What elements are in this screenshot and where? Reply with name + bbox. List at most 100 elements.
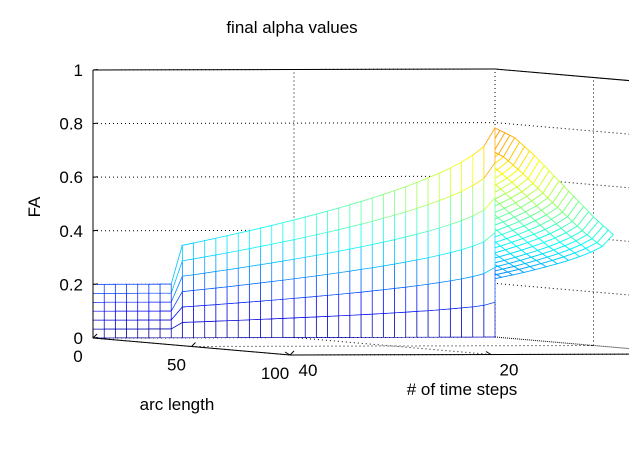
surface-skirt xyxy=(204,287,217,306)
surface-skirt xyxy=(349,201,362,228)
grid-line xyxy=(92,336,629,350)
surface-skirt xyxy=(449,220,462,254)
surface-skirt xyxy=(371,194,384,222)
surface-skirt xyxy=(114,283,127,294)
x-axis-label: arc length xyxy=(140,395,215,414)
surface-skirt xyxy=(260,281,273,302)
surface-skirt xyxy=(193,256,206,276)
surface-skirt xyxy=(360,220,373,248)
surface-skirt xyxy=(159,328,172,339)
surface-skirt xyxy=(371,313,384,338)
surface-skirt xyxy=(405,311,418,338)
surface-skirt xyxy=(416,257,429,287)
surface-skirt xyxy=(360,244,373,270)
surface-skirt xyxy=(461,215,474,251)
surface-skirt xyxy=(282,317,295,338)
z-tick-label: 0.8 xyxy=(59,115,83,134)
surface-skirt xyxy=(237,319,250,338)
surface-skirt xyxy=(271,318,284,338)
z-axis-label: FA xyxy=(25,196,44,217)
x-tick-mark xyxy=(191,342,196,347)
surface-skirt xyxy=(293,256,306,280)
surface-skirt xyxy=(327,293,340,317)
surface-skirt xyxy=(338,248,351,274)
surface-skirt xyxy=(226,267,239,288)
surface-skirt xyxy=(226,319,239,339)
surface-skirt xyxy=(226,302,239,322)
surface-skirt xyxy=(248,282,261,303)
surface-skirt xyxy=(315,316,328,338)
surface-skirt xyxy=(282,258,295,281)
surface-skirt xyxy=(438,308,451,338)
surface-skirt xyxy=(282,239,295,262)
surface-skirt xyxy=(193,305,206,323)
surface-skirt xyxy=(137,301,150,312)
x-tick-label: 50 xyxy=(167,356,186,375)
grid-line xyxy=(191,345,594,347)
surface-skirt xyxy=(394,311,407,338)
surface-skirt xyxy=(137,328,150,339)
surface-skirt xyxy=(226,285,239,305)
surface-skirt xyxy=(137,310,150,321)
surface-skirt xyxy=(103,319,116,330)
z-tick-label: 0 xyxy=(74,329,83,348)
surface-skirt xyxy=(327,207,340,233)
surface-skirt xyxy=(126,301,139,312)
surface-skirt xyxy=(438,167,451,202)
surface-skirt xyxy=(472,241,485,277)
surface-skirt xyxy=(371,241,384,269)
surface-skirt xyxy=(327,272,340,296)
surface-skirt xyxy=(449,161,462,197)
chart-title: final alpha values xyxy=(226,18,357,37)
surface-skirt xyxy=(315,294,328,318)
surface-skirt xyxy=(405,182,418,213)
surface-skirt xyxy=(148,319,161,330)
surface-skirt xyxy=(483,301,496,338)
surface-skirt xyxy=(148,301,161,312)
surface-skirt xyxy=(304,275,317,298)
surface-skirt xyxy=(215,252,228,272)
surface-skirt xyxy=(349,223,362,250)
surface-skirt xyxy=(181,290,194,308)
surface-skirt xyxy=(159,283,172,294)
z-tick-label: 0.2 xyxy=(59,275,83,294)
surface-skirt xyxy=(293,317,306,338)
surface-skirt xyxy=(248,227,261,250)
surface-skirt xyxy=(394,261,407,289)
surface-skirt xyxy=(215,235,228,256)
surface-skirt xyxy=(416,310,429,338)
surface-skirt xyxy=(193,288,206,307)
surface-skirt xyxy=(394,236,407,265)
surface-skirt xyxy=(449,249,462,282)
surface-skirt xyxy=(427,309,440,338)
grid-line xyxy=(494,336,629,350)
surface-skirt xyxy=(126,292,139,303)
surface-skirt xyxy=(315,210,328,236)
surface-skirt xyxy=(427,282,440,312)
y-axis-label: # of time steps xyxy=(407,380,518,399)
x-tick-label: 100 xyxy=(261,364,289,383)
surface-skirt xyxy=(304,316,317,338)
surface-skirt xyxy=(371,289,384,315)
surface-skirt xyxy=(416,283,429,312)
surface-skirt xyxy=(248,318,261,338)
surface-skirt xyxy=(226,250,239,271)
surface-skirt xyxy=(382,288,395,314)
surface-skirt xyxy=(126,310,139,321)
surface-skirt xyxy=(327,250,340,275)
surface-skirt xyxy=(449,307,462,338)
z-tick-label: 0.6 xyxy=(59,168,83,187)
surface-skirt xyxy=(338,270,351,295)
surface-skirt xyxy=(382,263,395,291)
axis-edge xyxy=(494,68,629,82)
surface-skirt xyxy=(394,286,407,314)
surface-skirt xyxy=(181,305,194,323)
surface-skirt xyxy=(472,273,485,308)
surface-skirt xyxy=(159,301,172,312)
surface-skirt xyxy=(181,258,194,277)
surface-skirt xyxy=(92,310,105,321)
surface-skirt xyxy=(371,265,384,292)
surface-skirt xyxy=(237,230,250,252)
surface-skirt xyxy=(405,285,418,313)
surface-skirt xyxy=(461,245,474,280)
